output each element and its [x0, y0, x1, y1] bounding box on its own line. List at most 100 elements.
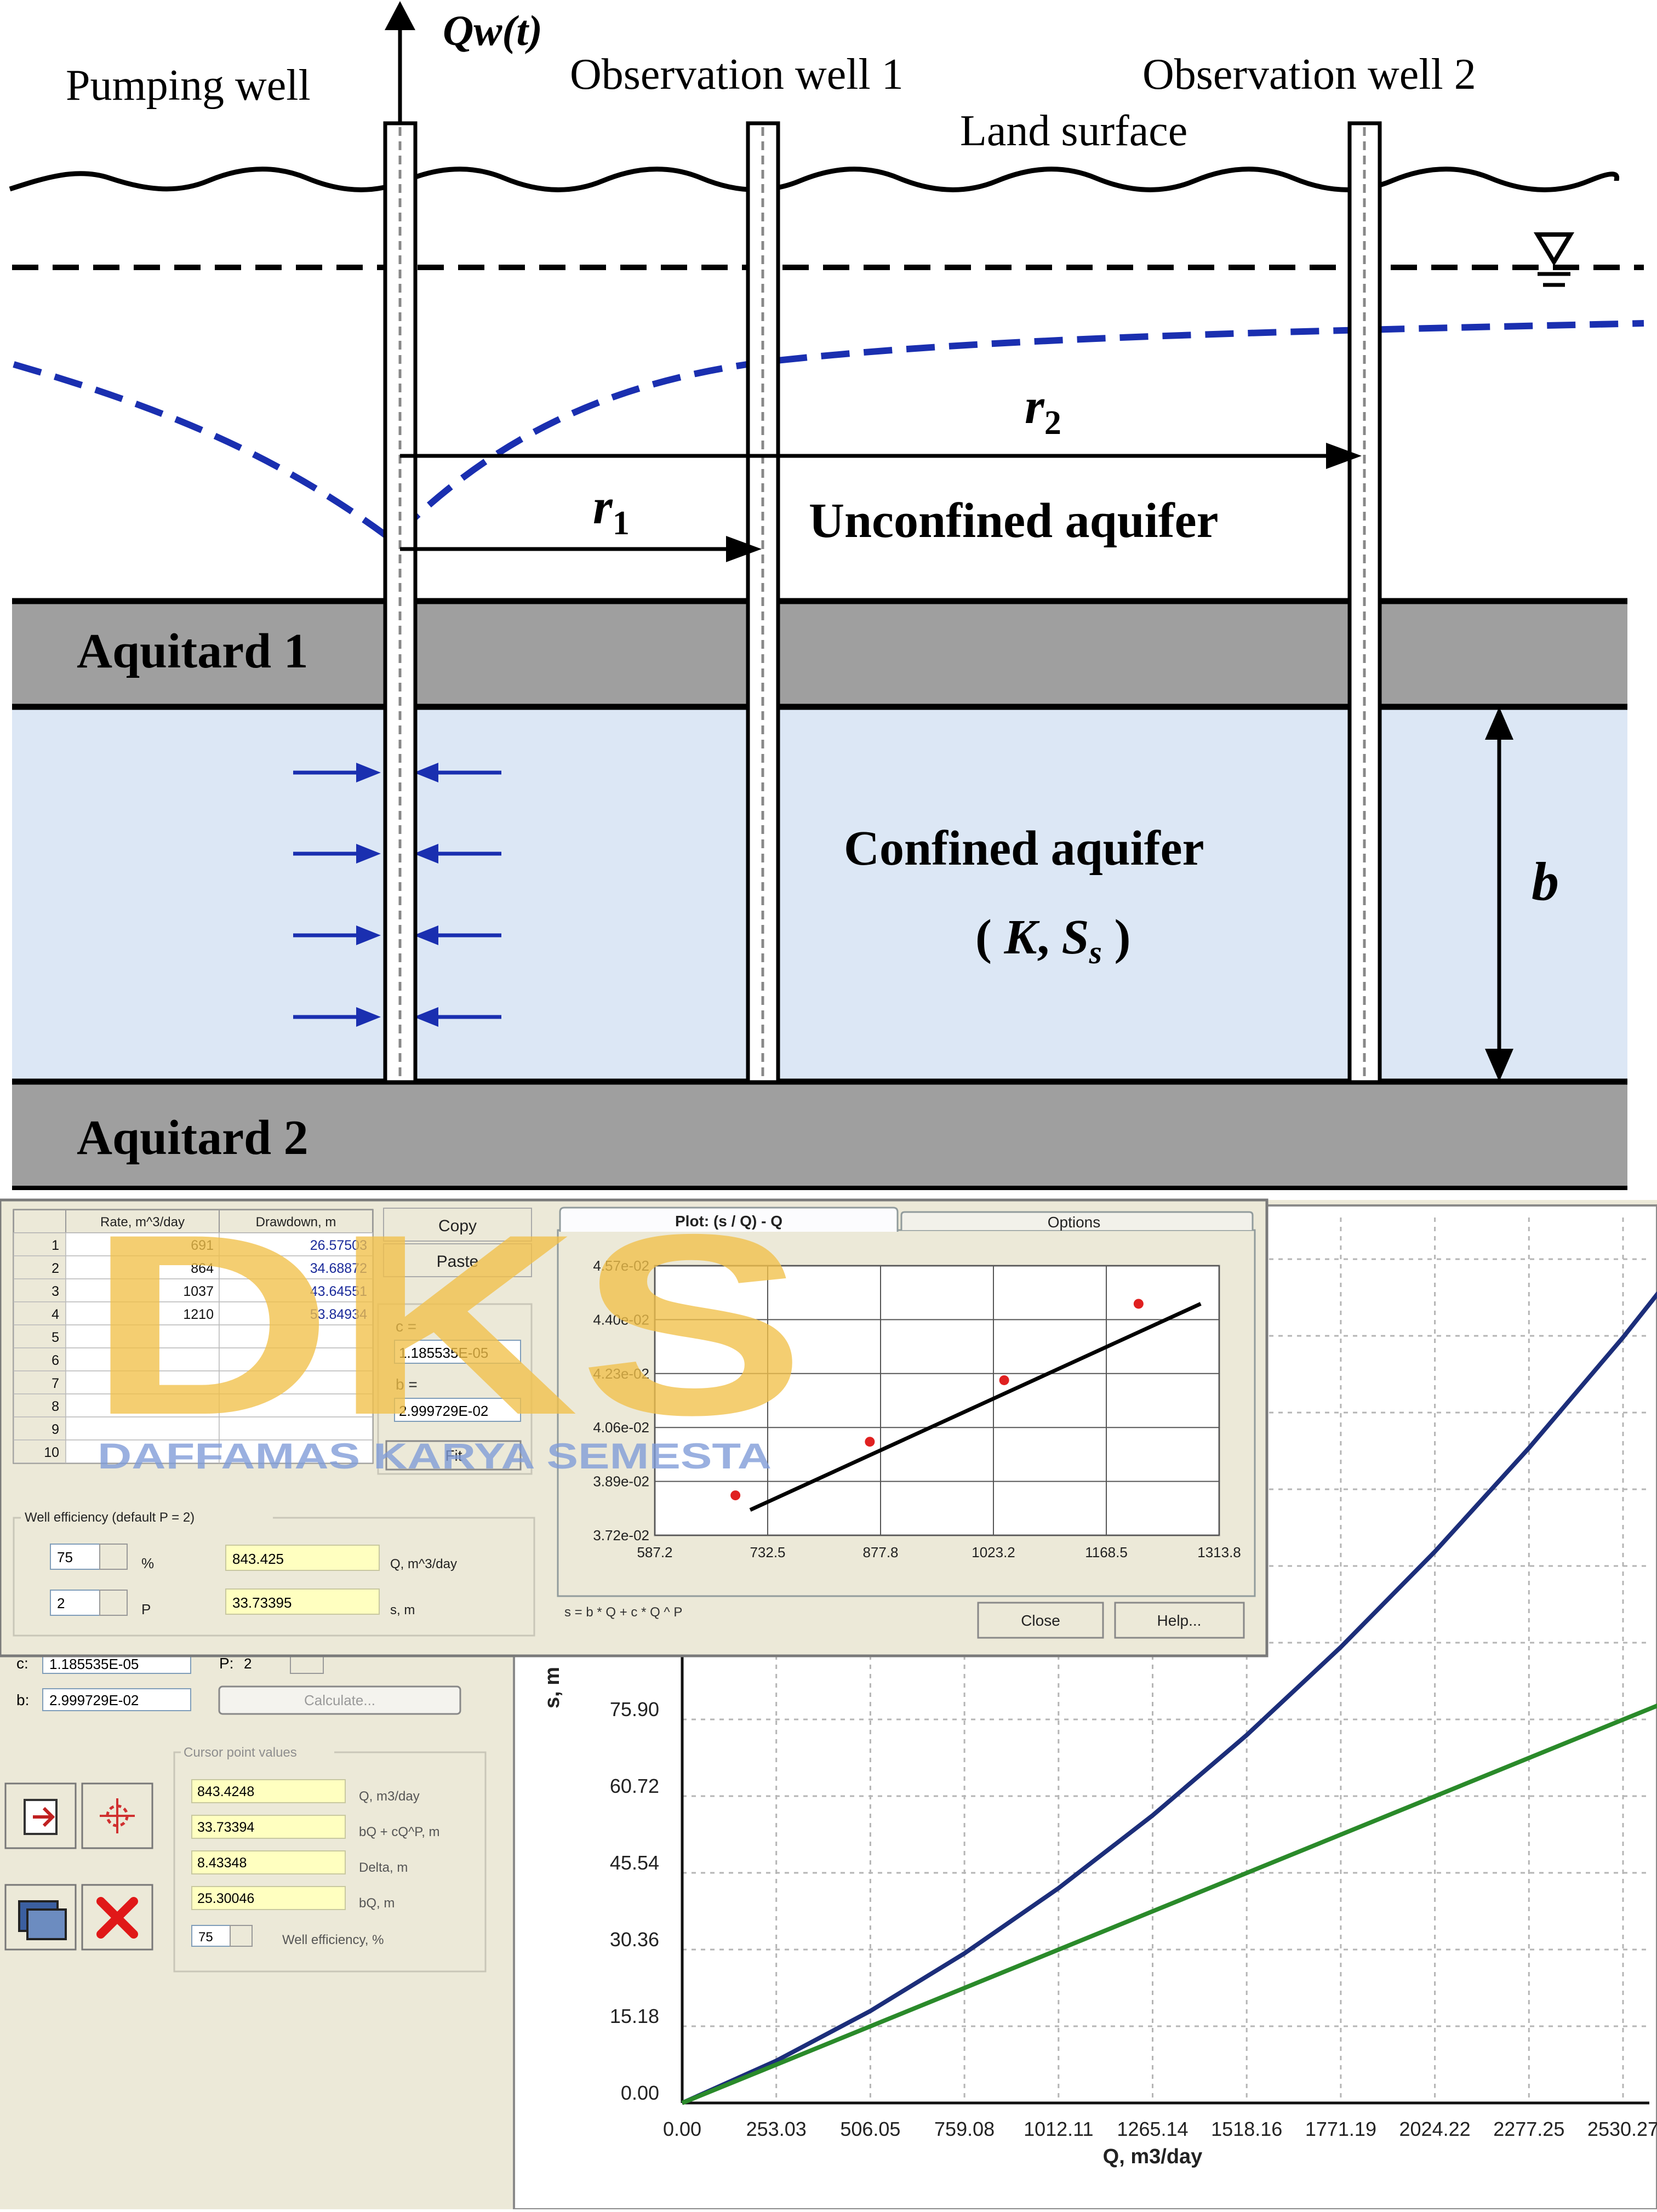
table-cell-value: 3 — [52, 1284, 59, 1299]
water-table-symbol — [1533, 232, 1575, 287]
table-cell — [219, 1324, 373, 1348]
table-cell — [65, 1370, 220, 1394]
export-button[interactable] — [4, 1782, 77, 1849]
cursor-value-field — [191, 1779, 346, 1803]
main-x-tick: 253.03 — [746, 2118, 807, 2140]
table-cell-value: 1 — [52, 1238, 59, 1253]
lower-left-panel: c: 1.185535E-05 P: 2 b: 2.999729E-02 Cal… — [4, 1653, 487, 1973]
s-output-field — [225, 1588, 380, 1615]
fit-x-tick: 587.2 — [637, 1544, 672, 1561]
land-surface-label: Land surface — [960, 107, 1187, 155]
table-cell-value: 10 — [44, 1445, 59, 1460]
power-spinner[interactable] — [99, 1590, 128, 1616]
main-x-label: Q, m3/day — [1103, 2145, 1203, 2168]
main-x-tick: 1771.19 — [1305, 2118, 1376, 2140]
table-cell-value: 1037 — [183, 1284, 214, 1299]
confined-aquifer-label: Confined aquifer — [844, 821, 1204, 876]
aquitard-2-layer — [12, 1082, 1627, 1188]
plot-formula: s = b * Q + c * Q ^ P — [564, 1605, 682, 1620]
paste-button[interactable] — [383, 1243, 532, 1277]
fit-y-tick: 4.23e-02 — [593, 1365, 649, 1382]
c-field[interactable] — [394, 1340, 521, 1364]
r1-arrow — [400, 536, 762, 562]
crosshair-button[interactable] — [81, 1782, 153, 1849]
cursor-value: 8.43348 — [197, 1855, 247, 1871]
svg-text:1.185535E-05: 1.185535E-05 — [49, 1656, 139, 1672]
svg-text:1.185535E-05: 1.185535E-05 — [399, 1345, 488, 1361]
main-series-line — [681, 1291, 1657, 2105]
cursor-value-field — [191, 1850, 346, 1874]
table-cell-value: 2 — [52, 1261, 59, 1276]
bottom-b-field[interactable] — [42, 1688, 191, 1711]
svg-text:Copy: Copy — [438, 1217, 477, 1235]
svg-text:843.425: 843.425 — [232, 1551, 284, 1567]
thickness-arrow — [1485, 707, 1513, 1082]
image-button[interactable] — [4, 1884, 77, 1951]
main-y-tick: 30.36 — [610, 1928, 659, 1951]
svg-text:Close: Close — [1021, 1612, 1060, 1629]
main-x-tick: 1012.11 — [1024, 2118, 1093, 2140]
table-cell — [13, 1370, 66, 1394]
table-cell-value: 1210 — [183, 1307, 214, 1322]
table-cell — [13, 1232, 66, 1256]
copy-button[interactable] — [383, 1208, 532, 1242]
efficiency-spinner[interactable] — [99, 1544, 128, 1570]
table-cell — [13, 1278, 66, 1302]
fit-button[interactable] — [385, 1440, 522, 1471]
s-output-unit: s, m — [390, 1603, 415, 1617]
pumping-arrow — [385, 1, 415, 123]
delete-button[interactable] — [81, 1884, 153, 1951]
table-header: Rate, m^3/day — [100, 1215, 185, 1230]
tab-plot[interactable] — [559, 1207, 899, 1232]
table-cell — [13, 1393, 66, 1417]
table-cell — [13, 1416, 66, 1441]
q-output-field — [225, 1545, 380, 1571]
main-y-tick: 75.90 — [610, 1698, 659, 1721]
fit-x-tick: 1168.5 — [1085, 1544, 1128, 1561]
table-cell — [219, 1347, 373, 1371]
aquifer-diagram: Qw(t) Pumping well Observation well 1 Ob… — [9, 1, 1644, 1190]
cursor-eff-spinner[interactable] — [230, 1925, 253, 1947]
cursor-value-field — [191, 1886, 346, 1910]
fit-data-point — [999, 1375, 1009, 1385]
main-y-tick: 45.54 — [610, 1851, 659, 1874]
bottom-p-value[interactable]: 2 — [244, 1655, 252, 1672]
aquitard-2-label: Aquitard 2 — [77, 1111, 308, 1165]
fit-y-tick: 4.06e-02 — [593, 1419, 649, 1436]
table-cell — [65, 1416, 220, 1441]
cursor-value: 843.4248 — [197, 1784, 254, 1799]
help-button[interactable] — [1114, 1602, 1245, 1639]
coefficients-group — [377, 1303, 533, 1475]
close-button[interactable] — [977, 1602, 1104, 1639]
well-efficiency-title: Well efficiency (default P = 2) — [25, 1510, 195, 1525]
svg-text:75: 75 — [57, 1549, 73, 1565]
well-efficiency-group — [13, 1517, 535, 1637]
tab-options[interactable] — [900, 1211, 1254, 1230]
b-field[interactable] — [394, 1398, 521, 1422]
main-y-tick: 0.00 — [621, 2082, 659, 2104]
fit-y-tick: 3.89e-02 — [593, 1473, 649, 1490]
main-x-tick: 0.00 — [663, 2118, 701, 2140]
cursor-eff-field[interactable] — [191, 1925, 231, 1947]
power-field[interactable] — [50, 1590, 100, 1616]
cursor-eff-label: Well efficiency, % — [282, 1933, 384, 1947]
r2-arrow — [400, 443, 1362, 469]
table-header-cell — [219, 1209, 373, 1233]
drawdown-curve — [13, 320, 1644, 544]
calculate-button[interactable] — [218, 1685, 461, 1715]
observation-well-2-label: Observation well 2 — [1142, 50, 1476, 99]
table-header: Drawdown, m — [256, 1215, 336, 1230]
main-x-tick: 2530.27 — [1587, 2118, 1657, 2140]
thickness-label: b — [1532, 851, 1559, 912]
main-x-tick: 759.08 — [934, 2118, 995, 2140]
table-cell-value: 7 — [52, 1376, 59, 1391]
bottom-p-label: P: — [219, 1655, 233, 1672]
c-label: c = — [396, 1318, 416, 1335]
cursor-value: 33.73394 — [197, 1820, 254, 1835]
observation-well-1-label: Observation well 1 — [570, 50, 904, 99]
table-cell — [219, 1416, 373, 1441]
main-x-tick: 2024.22 — [1399, 2118, 1471, 2140]
table-cell-value: 5 — [52, 1330, 59, 1345]
cursor-value: 25.30046 — [197, 1891, 254, 1906]
